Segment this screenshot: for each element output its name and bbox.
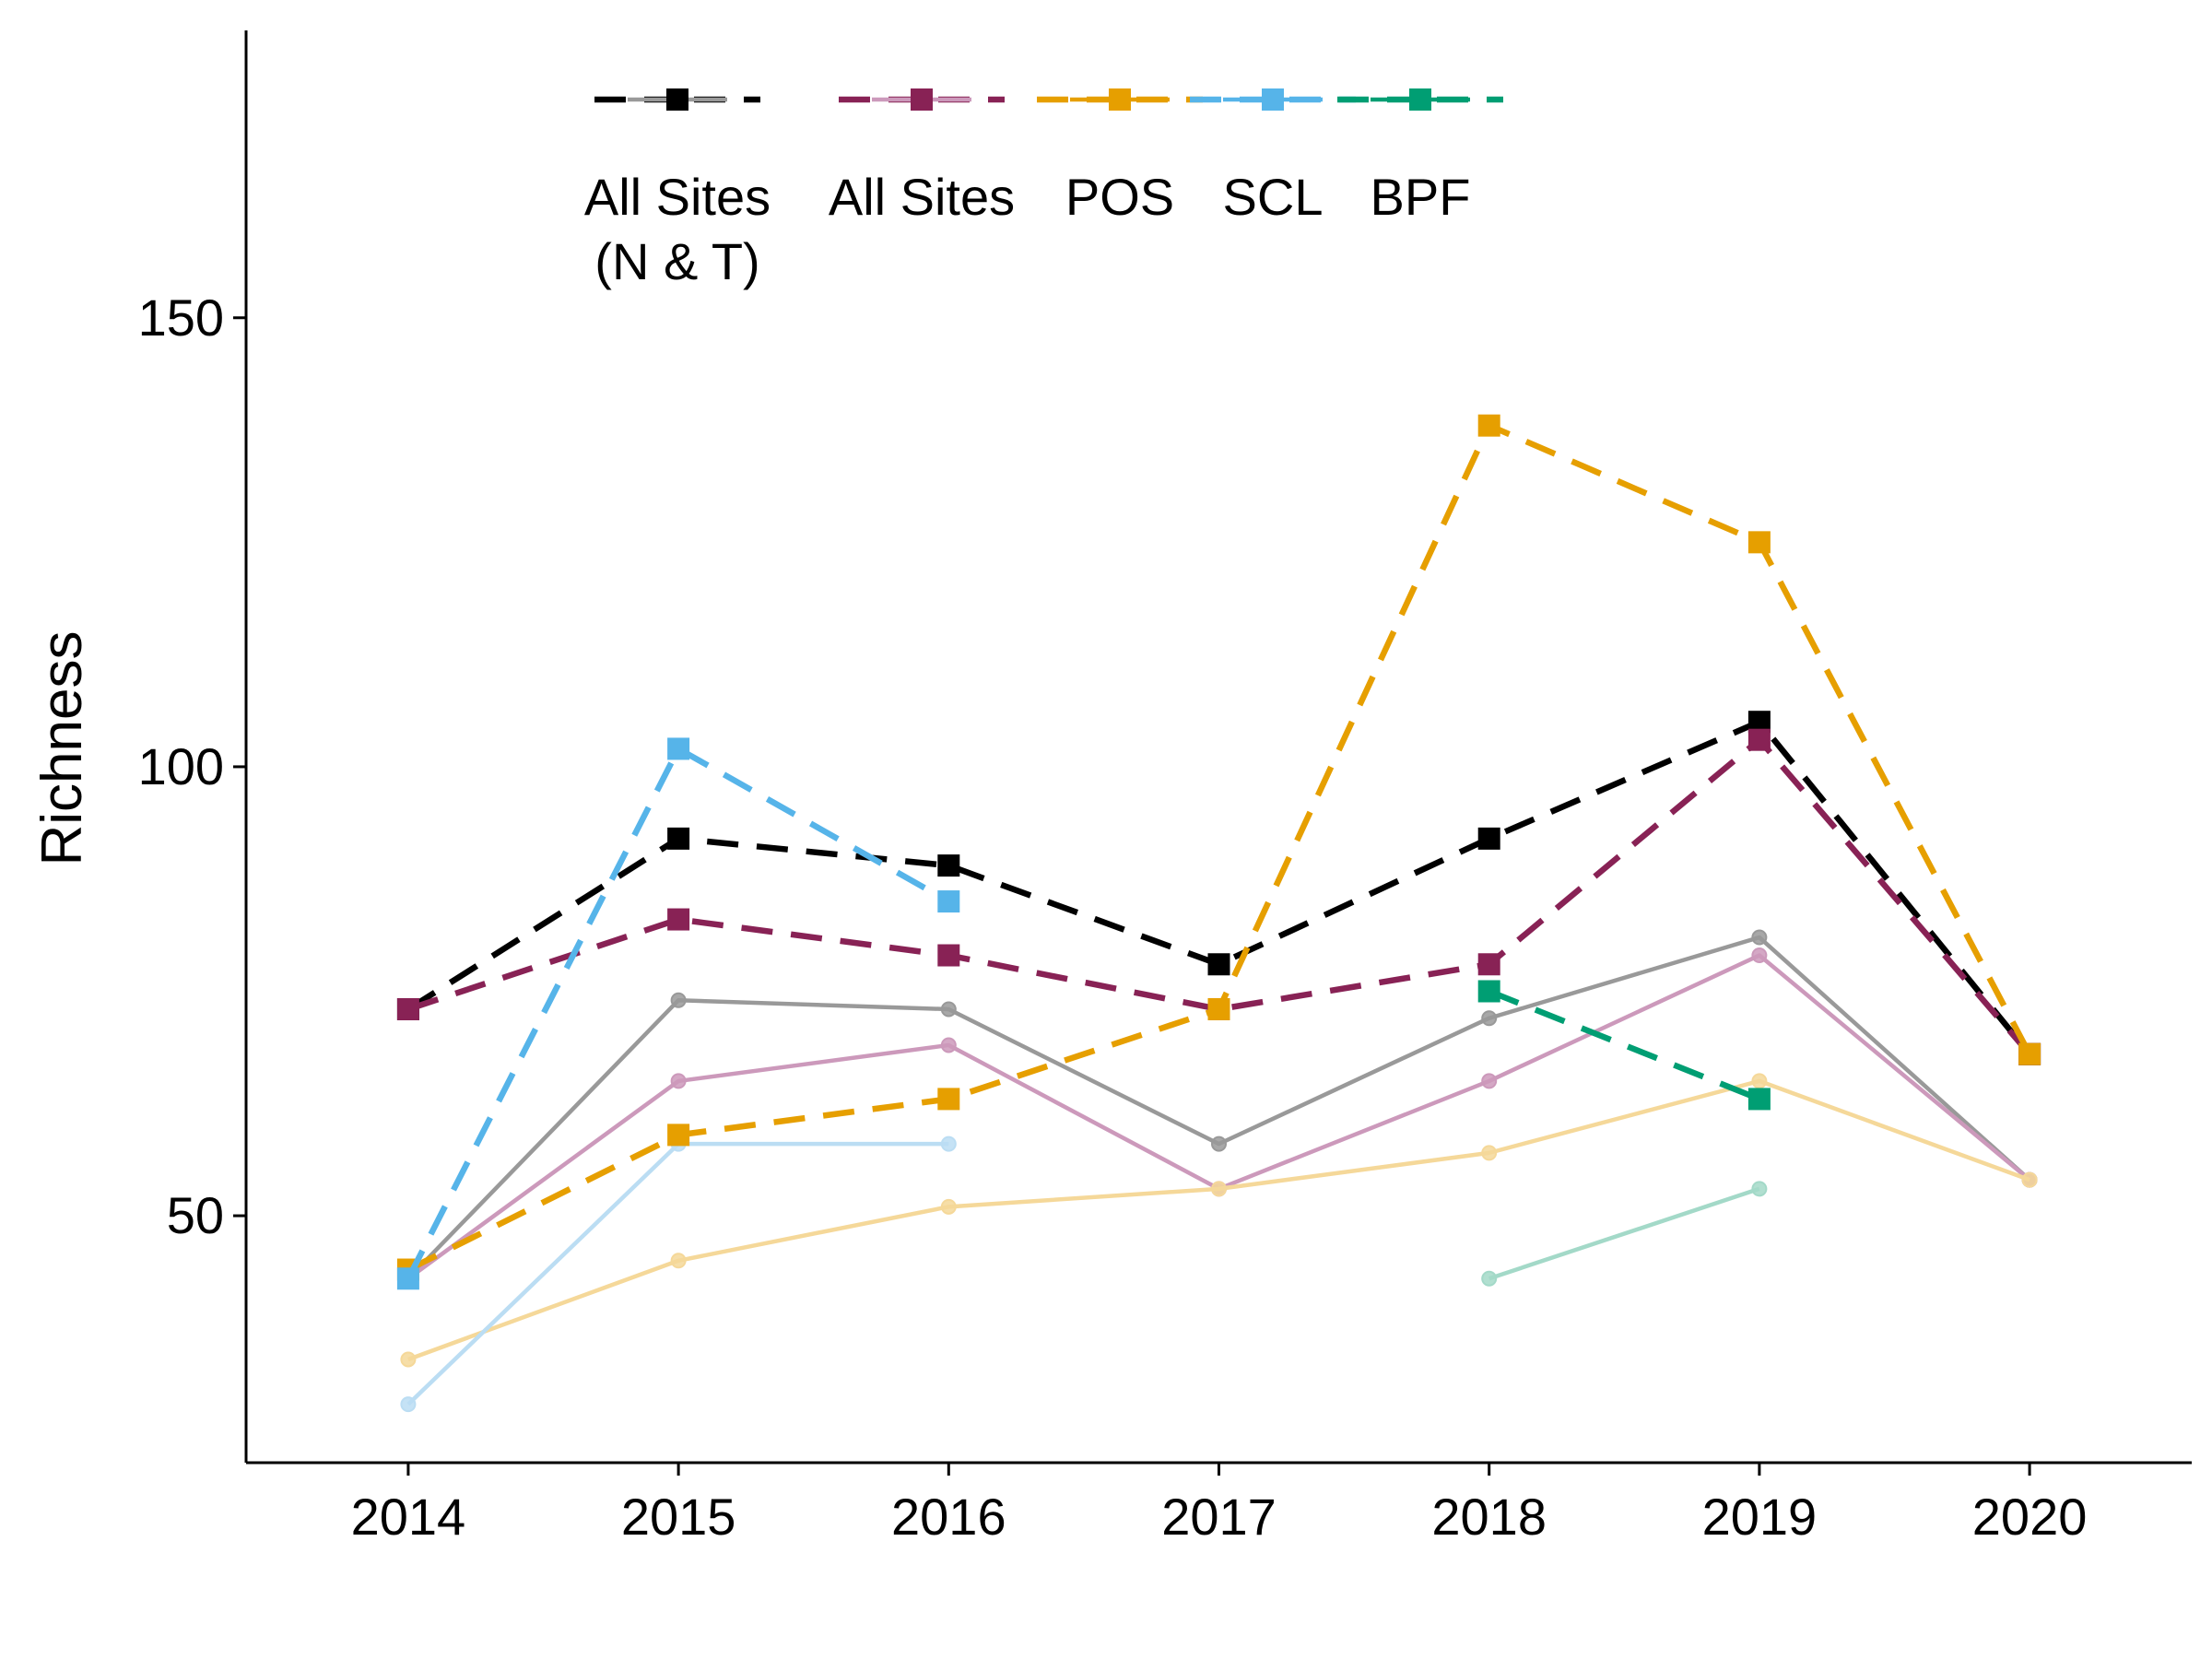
series-line xyxy=(406,935,2031,1280)
data-point xyxy=(667,737,690,760)
data-point xyxy=(1751,1073,1768,1089)
data-point xyxy=(1751,929,1768,946)
legend-label: BPF xyxy=(1371,168,1471,226)
series-bpf xyxy=(1477,980,1771,1111)
data-point xyxy=(667,827,690,850)
legend-item: All Sites xyxy=(829,88,1015,226)
x-tick-label: 2015 xyxy=(621,1488,736,1546)
data-point xyxy=(1207,953,1230,976)
series-scl_solid xyxy=(400,1135,957,1413)
data-point xyxy=(940,1001,957,1018)
legend-label: SCL xyxy=(1223,168,1324,226)
series-scl xyxy=(396,737,960,1290)
data-point xyxy=(1747,531,1771,554)
legend-label: POS xyxy=(1065,168,1174,226)
y-tick-label: 100 xyxy=(138,737,224,795)
data-point xyxy=(1477,980,1500,1003)
data-point xyxy=(1211,1135,1227,1152)
data-point xyxy=(396,997,419,1020)
data-point xyxy=(1477,827,1500,850)
y-ticks: 50 100 150 xyxy=(138,288,246,1244)
data-point xyxy=(1207,997,1230,1020)
data-point xyxy=(400,1351,417,1368)
data-point xyxy=(1481,1145,1498,1161)
legend-label: All Sites xyxy=(829,168,1015,226)
data-point xyxy=(1481,1270,1498,1287)
x-tick-label: 2020 xyxy=(1972,1488,2088,1546)
data-point xyxy=(1481,1010,1498,1027)
y-tick-label: 50 xyxy=(167,1186,224,1244)
data-point xyxy=(1477,953,1500,976)
legend-item: POS xyxy=(1037,88,1203,226)
data-point xyxy=(400,1396,417,1413)
series-line xyxy=(406,746,950,1280)
data-point xyxy=(940,1135,957,1152)
data-point xyxy=(937,944,960,967)
data-point xyxy=(670,1253,687,1269)
data-point xyxy=(937,854,960,877)
x-tick-label: 2018 xyxy=(1431,1488,1547,1546)
data-point xyxy=(1751,947,1768,964)
data-point xyxy=(940,1198,957,1215)
legend-key-marker xyxy=(666,88,688,111)
data-point xyxy=(670,1073,687,1089)
data-point xyxy=(2021,1171,2038,1188)
series-line xyxy=(406,1141,949,1406)
series-all_nt_solid xyxy=(400,929,2038,1287)
y-tick-label: 150 xyxy=(138,288,224,347)
data-point xyxy=(396,1267,419,1290)
series-pos_solid xyxy=(400,1073,2038,1368)
legend-key-marker xyxy=(1409,88,1431,111)
x-tick-label: 2017 xyxy=(1161,1488,1277,1546)
data-point xyxy=(1211,1181,1227,1197)
data-point xyxy=(1747,1088,1771,1111)
data-point xyxy=(1477,414,1500,437)
x-tick-label: 2014 xyxy=(351,1488,466,1546)
legend: All Sites (N & T) All Sites POS SCL BPF xyxy=(584,88,1503,290)
legend-item: SCL xyxy=(1190,88,1356,226)
series-line xyxy=(1488,1186,1760,1281)
data-point xyxy=(937,1088,960,1111)
legend-item: BPF xyxy=(1337,88,1503,226)
data-point xyxy=(2018,1042,2041,1065)
y-axis-title: Richness xyxy=(30,631,94,866)
data-point xyxy=(937,890,960,913)
legend-item: All Sites (N & T) xyxy=(584,88,771,290)
legend-label: All Sites (N & T) xyxy=(584,168,771,290)
x-tick-label: 2019 xyxy=(1702,1488,1818,1546)
plot-lines xyxy=(396,414,2041,1413)
data-point xyxy=(667,1124,690,1147)
data-point xyxy=(667,908,690,931)
legend-key-marker xyxy=(911,88,933,111)
axes xyxy=(244,30,2192,1465)
legend-key-marker xyxy=(1262,88,1284,111)
series-bpf_solid xyxy=(1481,1181,1768,1287)
data-point xyxy=(1751,1181,1768,1197)
data-point xyxy=(670,992,687,1008)
data-point xyxy=(1481,1073,1498,1089)
data-point xyxy=(940,1037,957,1053)
data-point xyxy=(1747,728,1771,751)
x-tick-label: 2016 xyxy=(891,1488,1006,1546)
series-line xyxy=(407,1078,2030,1362)
x-ticks: 2014 2015 2016 2017 2018 2019 2020 xyxy=(351,1463,2088,1546)
legend-key-marker xyxy=(1109,88,1131,111)
